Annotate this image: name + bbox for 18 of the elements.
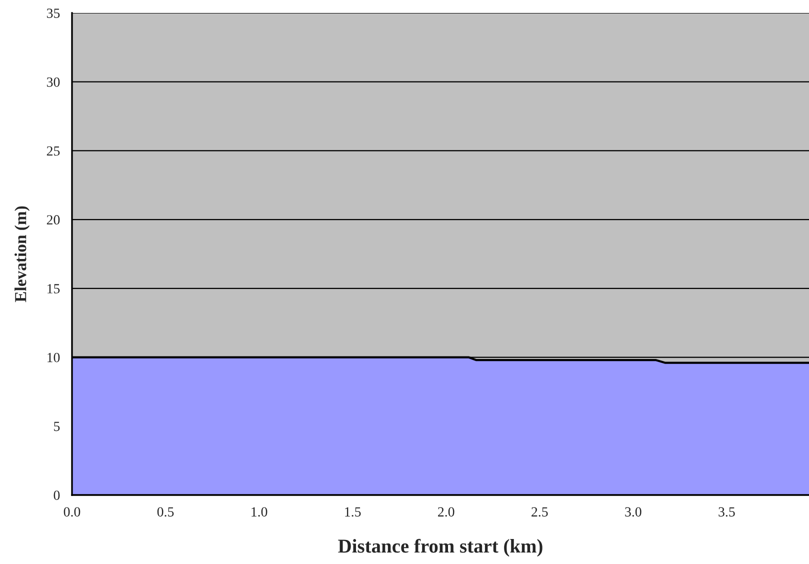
y-tick-label: 0 — [54, 490, 60, 500]
y-tick-label: 25 — [46, 146, 60, 156]
y-tick-label: 30 — [46, 77, 60, 87]
y-tick-label: 15 — [48, 284, 60, 294]
x-tick-label: 2.5 — [532, 507, 548, 517]
x-tick-label: 0.0 — [64, 507, 80, 517]
x-tick-label: 1.0 — [252, 507, 268, 517]
x-tick-label: 1.5 — [345, 507, 361, 517]
y-tick-label: 10 — [48, 352, 60, 362]
x-tick-label: 2.0 — [438, 507, 454, 517]
x-tick-label: 3.0 — [625, 507, 642, 517]
y-tick-label: 20 — [46, 215, 60, 225]
y-axis-title: Elevation (m) — [14, 206, 30, 302]
x-tick-label: 0.5 — [157, 507, 174, 517]
y-tick-label: 5 — [54, 422, 60, 432]
x-axis-title: Distance from start (km) — [338, 538, 542, 557]
y-tick-label: 35 — [46, 8, 60, 18]
x-tick-label: 3.5 — [718, 507, 735, 517]
